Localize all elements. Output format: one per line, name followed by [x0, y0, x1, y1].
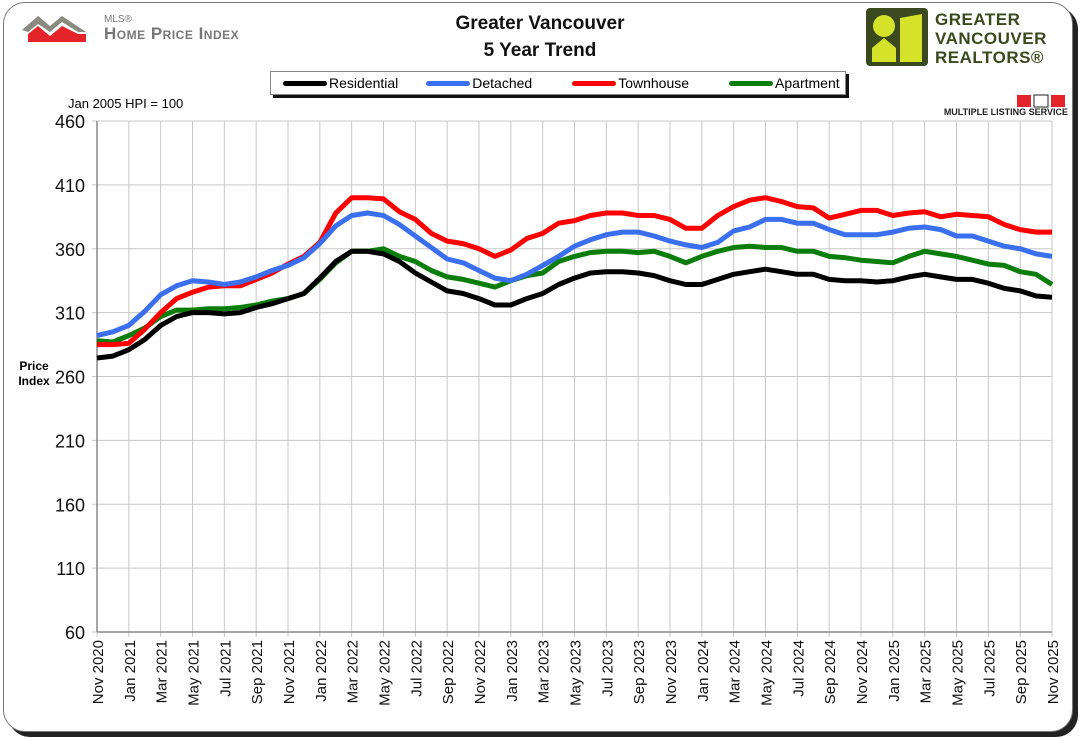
x-tick-label: Nov 2021	[281, 640, 298, 704]
mls-caption: MULTIPLE LISTING SERVICE	[943, 107, 1068, 117]
gvr-logo-mark	[866, 8, 928, 66]
legend-swatch	[426, 80, 471, 86]
x-tick-label: Sep 2021	[249, 640, 266, 704]
y-tick-label: 360	[55, 240, 85, 260]
legend-swatch	[729, 80, 774, 86]
x-tick-label: Jan 2024	[695, 640, 712, 702]
legend-label: Residential	[329, 75, 399, 91]
y-tick-label: 260	[55, 368, 85, 388]
x-tick-label: Nov 2022	[472, 640, 489, 704]
y-tick-label: 310	[55, 304, 85, 324]
y-tick-label: 60	[65, 623, 85, 643]
y-tick-label: 460	[55, 112, 85, 132]
x-tick-label: Sep 2022	[440, 640, 457, 704]
legend-swatch	[283, 80, 327, 86]
legend-label: Townhouse	[618, 75, 690, 91]
x-tick-label: Sep 2024	[822, 640, 839, 704]
x-tick-label: Jul 2021	[217, 640, 234, 697]
legend: Residential Detached Townhouse Apartment	[270, 71, 846, 95]
chart-card	[3, 2, 1073, 732]
x-tick-label: May 2023	[568, 640, 585, 706]
x-tick-label: Sep 2025	[1013, 640, 1030, 704]
x-tick-label: May 2025	[950, 640, 967, 706]
x-tick-label: Nov 2025	[1045, 640, 1062, 704]
hpi-logo-small: MLS®	[104, 14, 132, 25]
legend-label: Apartment	[775, 75, 840, 91]
x-tick-label: Jan 2022	[313, 640, 330, 702]
x-tick-label: Nov 2023	[663, 640, 680, 704]
gvr-logo-text: GREATER VANCOUVER REALTORS®	[935, 10, 1047, 67]
y-tick-label: 410	[55, 176, 85, 196]
x-tick-label: Mar 2022	[345, 640, 362, 703]
x-tick-label: Jan 2021	[122, 640, 139, 702]
hpi-logo-text: Home Price Index	[104, 24, 240, 43]
x-tick-label: Jul 2024	[790, 640, 807, 697]
x-tick-label: Jul 2025	[981, 640, 998, 697]
x-tick-label: May 2024	[759, 640, 776, 706]
mls-logo	[1017, 94, 1065, 108]
x-tick-label: Mar 2025	[918, 640, 935, 703]
base-note: Jan 2005 HPI = 100	[68, 96, 184, 111]
legend-item-townhouse: Townhouse	[572, 75, 689, 91]
hpi-logo	[22, 16, 86, 42]
x-tick-label: Jul 2022	[408, 640, 425, 697]
x-tick-label: Mar 2023	[536, 640, 553, 703]
y-tick-label: 160	[55, 495, 85, 515]
x-tick-label: Nov 2024	[854, 640, 871, 704]
x-tick-label: Mar 2024	[727, 640, 744, 703]
chart-title-line1: Greater Vancouver	[455, 13, 625, 34]
chart-title-line2: 5 Year Trend	[483, 40, 597, 61]
legend-item-apartment: Apartment	[729, 75, 840, 91]
y-tick-label: 110	[56, 559, 85, 579]
x-tick-label: May 2021	[186, 640, 203, 706]
legend-item-detached: Detached	[426, 75, 532, 91]
y-axis-label: Price Index	[18, 359, 50, 388]
legend-label: Detached	[472, 75, 533, 91]
x-tick-label: Nov 2020	[90, 640, 107, 704]
x-tick-label: Jan 2023	[504, 640, 521, 702]
legend-swatch	[572, 80, 617, 86]
x-tick-label: Sep 2023	[631, 640, 648, 704]
x-tick-label: May 2022	[377, 640, 394, 706]
x-tick-label: Jan 2025	[886, 640, 903, 702]
x-tick-label: Jul 2023	[599, 640, 616, 697]
x-tick-label: Mar 2021	[154, 640, 171, 703]
y-tick-label: 210	[55, 431, 85, 451]
legend-item-residential: Residential	[283, 75, 398, 91]
